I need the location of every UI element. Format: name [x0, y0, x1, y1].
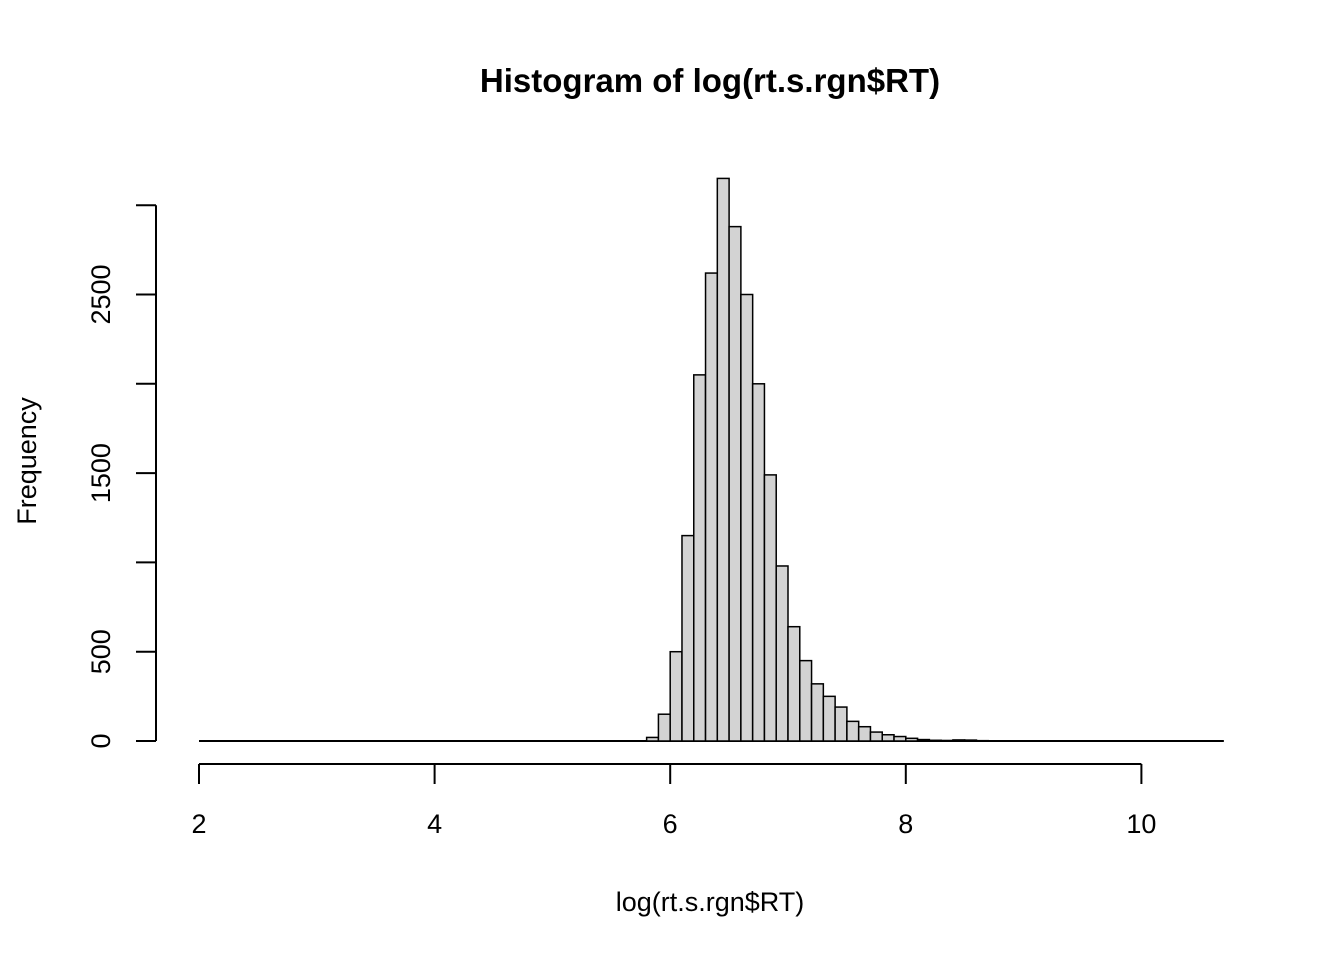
histogram-bar — [893, 735, 907, 742]
y-tick-label: 0 — [86, 733, 116, 748]
histogram-bar — [857, 725, 872, 742]
chart-title: Histogram of log(rt.s.rgn$RT) — [480, 62, 940, 99]
histogram-bar — [846, 720, 860, 742]
histogram-bar — [775, 565, 789, 742]
x-tick-label: 10 — [1126, 809, 1156, 839]
histogram-bars — [199, 177, 1224, 742]
histogram-bar — [881, 733, 895, 742]
histogram-bar — [822, 695, 836, 742]
histogram-bar — [869, 731, 883, 742]
histogram-bar — [787, 625, 801, 742]
histogram-bar — [952, 739, 966, 742]
x-tick-label: 2 — [191, 809, 206, 839]
x-axis: 2 4 6 8 10 — [191, 763, 1156, 839]
histogram-bar — [645, 736, 660, 742]
y-tick-label: 2500 — [86, 264, 116, 324]
histogram-bar — [810, 683, 825, 742]
histogram-bar — [716, 177, 730, 742]
histogram-bar — [669, 650, 683, 742]
y-axis-label: Frequency — [12, 397, 42, 525]
histogram-bar — [928, 739, 942, 742]
histogram-bar — [905, 737, 919, 742]
x-tick-label: 4 — [427, 809, 442, 839]
histogram-bar — [963, 739, 978, 742]
histogram-bar — [693, 374, 707, 742]
histogram-bar — [763, 474, 777, 742]
histogram-bar — [681, 534, 695, 742]
histogram-bar — [728, 225, 742, 742]
x-axis-label: log(rt.s.rgn$RT) — [616, 887, 805, 917]
histogram-bar — [799, 659, 813, 742]
y-tick-label: 1500 — [86, 443, 116, 503]
x-tick-label: 8 — [898, 809, 913, 839]
histogram-bar — [834, 706, 848, 742]
x-tick-label: 6 — [663, 809, 678, 839]
histogram-bar — [740, 293, 754, 742]
y-tick-label: 500 — [86, 629, 116, 674]
histogram-bar — [751, 383, 766, 742]
histogram-bar — [657, 713, 671, 742]
y-axis: 0 500 1500 2500 — [86, 204, 157, 749]
histogram-bar — [916, 738, 931, 742]
histogram-bar — [940, 739, 954, 742]
histogram-bar — [704, 272, 719, 742]
